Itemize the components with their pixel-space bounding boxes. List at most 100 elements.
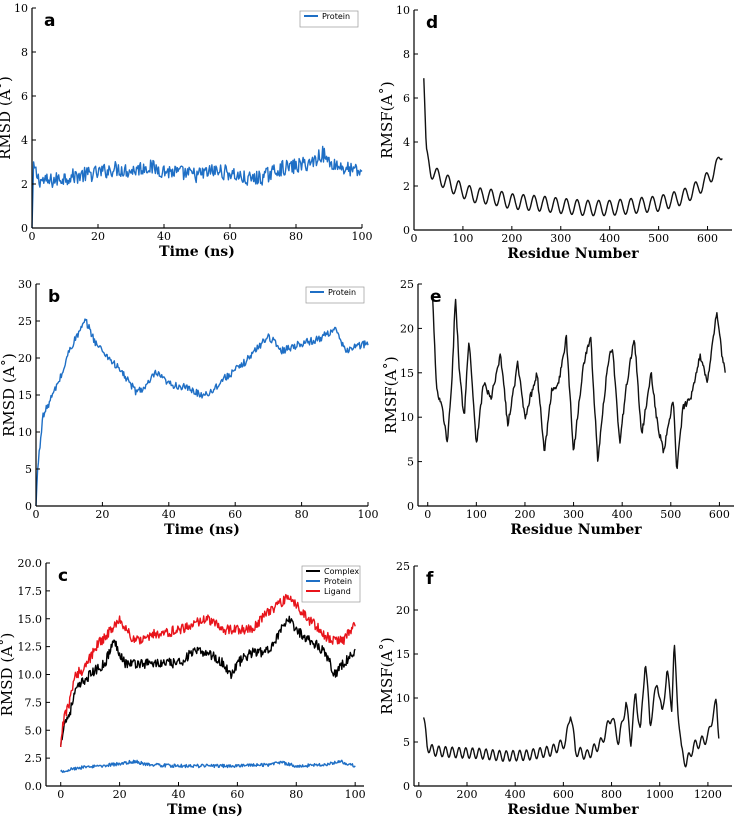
y-tick-label: 10 <box>400 411 414 424</box>
series-line-protein <box>35 318 369 507</box>
y-tick-label: 6 <box>403 92 410 105</box>
series-line-complex <box>60 615 356 748</box>
x-tick-label: 40 <box>157 230 171 243</box>
y-axis-title: RMSD (A˚) <box>0 633 16 717</box>
y-tick-label: 7.5 <box>25 696 43 709</box>
y-tick-label: 5 <box>25 463 32 476</box>
x-tick-label: 40 <box>172 788 186 801</box>
y-tick-label: 5 <box>407 456 414 469</box>
x-tick-label: 200 <box>457 788 478 801</box>
panel-label: b <box>48 287 60 307</box>
y-tick-label: 8 <box>403 48 410 61</box>
x-tick-label: 100 <box>345 788 366 801</box>
x-tick-label: 600 <box>553 788 574 801</box>
y-tick-label: 0 <box>25 500 32 513</box>
y-tick-label: 6 <box>21 90 28 103</box>
y-tick-label: 17.5 <box>18 585 43 598</box>
y-tick-label: 25 <box>400 278 414 291</box>
x-tick-label: 0 <box>57 788 64 801</box>
x-tick-label: 60 <box>223 230 237 243</box>
chart-panel-e: 0 100 200 300 400 500 600 0 5 10 15 20 25 Residue Num… <box>382 278 734 538</box>
legend-entry: Ligand <box>324 587 351 596</box>
x-tick-label: 1000 <box>646 788 674 801</box>
y-axis-title: RMSD (A˚) <box>0 76 14 160</box>
y-tick-label: 2 <box>403 180 410 193</box>
x-axis-title: Residue Number <box>507 246 639 262</box>
legend-entry: Complex <box>324 567 359 576</box>
y-tick-label: 5.0 <box>25 724 43 737</box>
y-tick-label: 0 <box>403 780 410 793</box>
y-tick-label: 2.5 <box>25 752 43 765</box>
chart-panel-f: 0 200 400 600 800 1000 1200 0 5 10 15 20 25 Residue N… <box>378 560 732 818</box>
y-tick-label: 15 <box>400 367 414 380</box>
chart-panel-d: 0 100 200 300 400 500 600 0 2 4 6 8 10 Residue Number… <box>378 4 732 262</box>
x-tick-label: 100 <box>466 508 487 521</box>
y-tick-label: 12.5 <box>18 641 43 654</box>
x-tick-label: 800 <box>601 788 622 801</box>
x-tick-label: 300 <box>550 232 571 245</box>
y-axis-title: RMSF(A˚) <box>378 81 396 158</box>
y-tick-label: 0 <box>407 500 414 513</box>
x-tick-label: 200 <box>514 508 535 521</box>
chart-panel-c: 0 20 40 60 80 100 0.0 2.5 5.0 7.5 10.0 12.5 15.0 17.5… <box>0 557 366 818</box>
panel-label: e <box>430 287 442 307</box>
y-tick-label: 30 <box>18 278 32 291</box>
x-tick-label: 100 <box>452 232 473 245</box>
x-tick-label: 20 <box>95 508 109 521</box>
x-tick-label: 500 <box>660 508 681 521</box>
x-axis-title: Time (ns) <box>159 244 235 260</box>
x-tick-label: 300 <box>563 508 584 521</box>
x-tick-label: 500 <box>648 232 669 245</box>
x-tick-label: 0 <box>33 508 40 521</box>
x-tick-label: 0 <box>411 232 418 245</box>
y-tick-label: 0.0 <box>25 780 43 793</box>
x-tick-label: 400 <box>612 508 633 521</box>
y-tick-label: 0 <box>403 224 410 237</box>
x-tick-label: 400 <box>599 232 620 245</box>
x-tick-label: 80 <box>289 230 303 243</box>
y-tick-label: 10 <box>18 426 32 439</box>
x-tick-label: 1200 <box>694 788 722 801</box>
x-tick-label: 0 <box>424 508 431 521</box>
y-tick-label: 15 <box>18 389 32 402</box>
x-tick-label: 600 <box>697 232 718 245</box>
x-axis-title: Residue Number <box>510 522 642 538</box>
x-tick-label: 60 <box>228 508 242 521</box>
legend-entry: Protein <box>322 12 350 21</box>
y-tick-label: 20 <box>400 322 414 335</box>
series-line-rmsf <box>423 78 723 217</box>
y-tick-label: 20.0 <box>18 557 43 570</box>
x-tick-label: 0 <box>415 788 422 801</box>
y-tick-label: 20 <box>396 604 410 617</box>
y-tick-label: 10 <box>14 2 28 15</box>
y-tick-label: 4 <box>403 136 410 149</box>
x-tick-label: 100 <box>352 230 373 243</box>
y-tick-label: 2 <box>21 178 28 191</box>
y-tick-label: 4 <box>21 134 28 147</box>
x-tick-label: 600 <box>709 508 730 521</box>
x-axis-title: Time (ns) <box>167 802 243 818</box>
series-line-ligand <box>60 593 356 748</box>
x-tick-label: 80 <box>295 508 309 521</box>
x-tick-label: 200 <box>501 232 522 245</box>
x-tick-label: 400 <box>505 788 526 801</box>
x-tick-label: 100 <box>358 508 379 521</box>
y-tick-label: 5 <box>403 736 410 749</box>
y-axis-title: RMSF(A˚) <box>378 637 396 714</box>
y-tick-label: 0 <box>21 222 28 235</box>
x-tick-label: 20 <box>91 230 105 243</box>
y-tick-label: 10 <box>396 4 410 17</box>
y-tick-label: 8 <box>21 46 28 59</box>
series-line-rmsf <box>422 644 720 768</box>
y-tick-label: 10.0 <box>18 669 43 682</box>
y-tick-label: 15.0 <box>18 613 43 626</box>
y-axis-title: RMSF(A˚) <box>382 356 400 433</box>
legend-entry: Protein <box>324 577 352 586</box>
x-tick-label: 80 <box>289 788 303 801</box>
chart-panel-b: 0 20 40 60 80 100 0 5 10 15 20 25 30 Time (ns) RMSD (A… <box>0 278 379 538</box>
x-tick-label: 40 <box>162 508 176 521</box>
y-tick-label: 20 <box>18 352 32 365</box>
panel-label: a <box>44 11 55 31</box>
x-tick-label: 0 <box>29 230 36 243</box>
